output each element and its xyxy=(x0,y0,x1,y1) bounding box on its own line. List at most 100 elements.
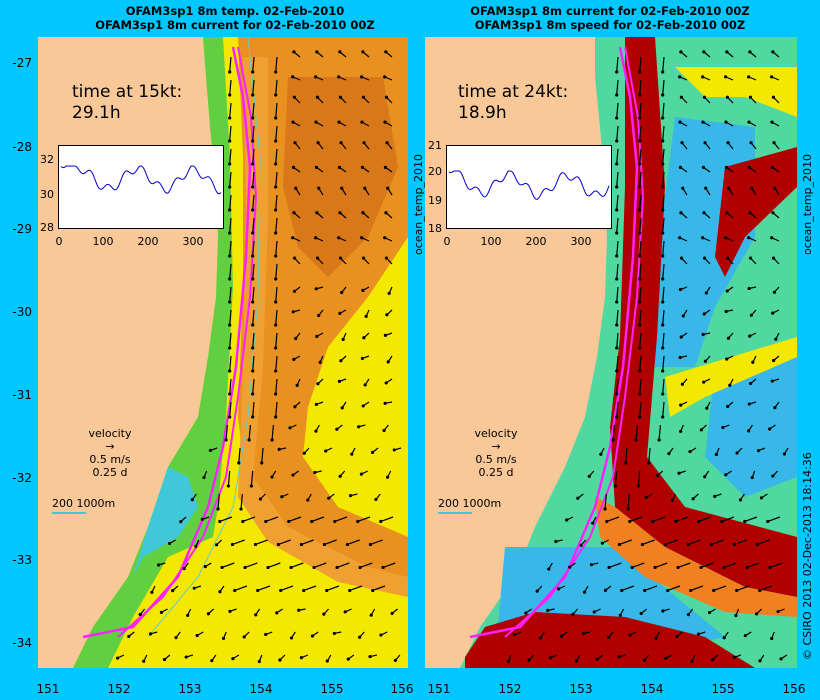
current-arrow-head xyxy=(638,116,642,120)
current-arrow-head xyxy=(615,323,619,327)
current-arrow-head xyxy=(745,565,749,570)
current-arrow-head xyxy=(218,590,222,594)
current-arrow xyxy=(252,240,255,256)
current-arrow-head xyxy=(228,162,232,166)
current-arrow-head xyxy=(571,612,575,616)
left-inset-plot xyxy=(60,165,222,195)
current-arrow-head xyxy=(770,165,775,170)
current-arrow-head xyxy=(576,496,580,500)
current-arrow-head xyxy=(294,186,298,190)
current-arrow-head xyxy=(732,542,737,547)
current-arrow xyxy=(229,286,232,302)
current-arrow xyxy=(271,424,274,440)
current-arrow-head xyxy=(228,254,232,258)
left-title-line1: OFAM3sp1 8m temp. 02-Feb-2010 xyxy=(125,4,345,18)
current-arrow-head xyxy=(617,655,621,659)
current-arrow xyxy=(347,539,360,546)
current-arrow-head xyxy=(638,346,642,350)
current-arrow-head xyxy=(647,461,651,465)
current-arrow-head xyxy=(270,438,274,442)
current-arrow-head xyxy=(754,612,759,616)
current-arrow-head xyxy=(318,360,322,364)
current-arrow-head xyxy=(310,519,314,524)
right-time-label: time at 24kt: xyxy=(458,82,569,102)
current-arrow-head xyxy=(639,611,643,616)
current-arrow-head xyxy=(228,93,232,97)
current-arrow-head xyxy=(313,470,317,475)
current-arrow xyxy=(275,401,278,417)
left-velocity-legend: velocity → 0.5 m/s 0.25 d xyxy=(80,427,140,479)
lon-label-155-left: 155 xyxy=(320,682,344,696)
current-arrow-head xyxy=(556,587,561,591)
current-arrow-head xyxy=(768,565,772,570)
current-arrow-head xyxy=(701,165,706,170)
current-arrow xyxy=(635,424,638,440)
current-arrow-head xyxy=(362,336,366,340)
current-arrow-head xyxy=(663,542,668,547)
current-arrow xyxy=(234,585,248,592)
current-arrow-head xyxy=(274,185,278,189)
lon-label-153-right: 153 xyxy=(569,682,593,696)
current-arrow-head xyxy=(368,654,372,659)
current-arrow-head xyxy=(615,185,619,189)
current-arrow-head xyxy=(251,323,255,327)
current-arrow-head xyxy=(748,211,752,215)
current-arrow-head xyxy=(638,277,642,281)
current-arrow-head xyxy=(770,75,774,79)
right-inset-plot xyxy=(448,170,610,200)
current-arrow-head xyxy=(678,120,682,124)
current-arrow-head xyxy=(654,636,658,640)
current-arrow-head xyxy=(270,475,274,479)
current-arrow xyxy=(290,562,304,569)
current-arrow xyxy=(229,171,232,187)
current-arrow-head xyxy=(315,256,320,260)
current-arrow-head xyxy=(678,75,682,79)
current-arrow-head xyxy=(770,120,774,124)
current-arrow-head xyxy=(340,186,344,190)
current-arrow-head xyxy=(690,659,694,663)
current-arrow-head xyxy=(264,519,268,524)
current-arrow-head xyxy=(615,208,619,212)
current-arrow-head xyxy=(292,211,296,215)
right-orange-ring xyxy=(595,497,797,617)
current-arrow-head xyxy=(383,120,387,124)
current-arrow-head xyxy=(689,588,693,593)
current-arrow-head xyxy=(607,565,611,570)
current-arrow-head xyxy=(358,565,362,570)
current-arrow-head xyxy=(361,95,366,99)
right-eddy-ring xyxy=(715,147,797,277)
current-arrow-head xyxy=(748,50,752,54)
current-arrow-head xyxy=(615,254,619,258)
current-arrow-head xyxy=(208,448,213,452)
current-arrow xyxy=(229,102,232,118)
current-arrow-head xyxy=(701,75,705,79)
current-arrow-head xyxy=(361,404,365,408)
current-arrow-head xyxy=(661,162,665,166)
current-arrow-head xyxy=(589,563,594,567)
current-arrow-head xyxy=(701,236,705,240)
current-arrow-head xyxy=(600,541,604,545)
current-arrow-head xyxy=(615,231,619,235)
current-arrow-head xyxy=(356,519,360,524)
current-arrow-head xyxy=(387,291,391,295)
current-arrow xyxy=(616,332,619,348)
current-arrow-head xyxy=(704,291,708,295)
current-arrow-head xyxy=(699,428,703,432)
current-arrow-head xyxy=(722,565,726,570)
current-arrow-head xyxy=(337,379,342,383)
current-arrow-head xyxy=(615,162,619,166)
current-arrow-head xyxy=(292,95,297,99)
current-arrow xyxy=(616,194,619,210)
current-arrow xyxy=(229,240,232,256)
current-arrow-head xyxy=(539,636,543,640)
current-arrow xyxy=(688,539,701,546)
right-depth-scale: 200 1000m xyxy=(438,497,502,510)
current-arrow xyxy=(667,585,681,592)
left-inset-xtick-100: 100 xyxy=(92,235,114,248)
current-arrow xyxy=(229,148,232,164)
current-arrow-head xyxy=(314,402,319,406)
current-arrow-head xyxy=(228,609,232,613)
current-arrow xyxy=(303,585,317,592)
current-arrow xyxy=(326,585,340,592)
current-arrow xyxy=(349,585,363,592)
